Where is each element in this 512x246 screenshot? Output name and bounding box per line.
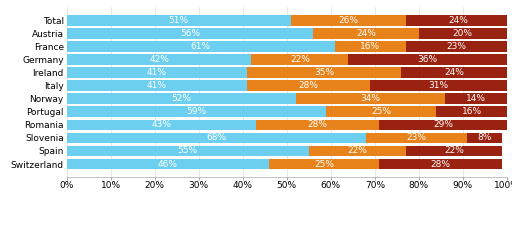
Bar xyxy=(436,107,507,117)
Bar xyxy=(67,41,335,52)
Text: 8%: 8% xyxy=(478,133,492,142)
Text: 55%: 55% xyxy=(178,147,198,155)
Text: 41%: 41% xyxy=(147,81,167,90)
Bar xyxy=(67,15,291,26)
Text: 46%: 46% xyxy=(158,160,178,169)
Text: 24%: 24% xyxy=(356,29,376,38)
Bar xyxy=(335,41,406,52)
Text: 36%: 36% xyxy=(418,55,438,64)
Text: 16%: 16% xyxy=(462,107,482,116)
Bar xyxy=(67,120,256,130)
Bar xyxy=(67,80,247,91)
Text: 26%: 26% xyxy=(338,16,358,25)
Text: 23%: 23% xyxy=(446,42,466,51)
Bar xyxy=(67,107,326,117)
Bar xyxy=(291,15,406,26)
Text: 28%: 28% xyxy=(431,160,451,169)
Bar xyxy=(309,146,406,156)
Bar xyxy=(406,146,502,156)
Text: 42%: 42% xyxy=(149,55,169,64)
Bar xyxy=(256,120,379,130)
Text: 52%: 52% xyxy=(171,94,191,103)
Bar xyxy=(247,80,370,91)
Bar xyxy=(67,93,295,104)
Bar xyxy=(370,80,507,91)
Text: 22%: 22% xyxy=(444,147,464,155)
Bar xyxy=(295,93,445,104)
Bar xyxy=(348,54,507,65)
Bar xyxy=(269,159,379,169)
Text: 68%: 68% xyxy=(206,133,226,142)
Bar xyxy=(406,15,511,26)
Text: 61%: 61% xyxy=(191,42,211,51)
Text: 35%: 35% xyxy=(314,68,334,77)
Text: 16%: 16% xyxy=(360,42,380,51)
Bar xyxy=(247,67,401,78)
Text: 20%: 20% xyxy=(453,29,473,38)
Bar xyxy=(251,54,348,65)
Text: 41%: 41% xyxy=(147,68,167,77)
Bar xyxy=(326,107,436,117)
Bar xyxy=(379,159,502,169)
Text: 25%: 25% xyxy=(371,107,391,116)
Text: 59%: 59% xyxy=(186,107,206,116)
Bar xyxy=(67,54,251,65)
Bar xyxy=(67,28,313,39)
Text: 24%: 24% xyxy=(444,68,464,77)
Text: 28%: 28% xyxy=(308,120,328,129)
Bar xyxy=(313,28,419,39)
Text: 22%: 22% xyxy=(347,147,367,155)
Bar xyxy=(445,93,507,104)
Text: 28%: 28% xyxy=(298,81,319,90)
Bar xyxy=(406,41,507,52)
Text: 22%: 22% xyxy=(290,55,310,64)
Text: 23%: 23% xyxy=(407,133,426,142)
Bar xyxy=(67,159,269,169)
Text: 51%: 51% xyxy=(169,16,189,25)
Text: 43%: 43% xyxy=(151,120,171,129)
Bar xyxy=(67,67,247,78)
Bar xyxy=(467,133,502,143)
Text: 31%: 31% xyxy=(429,81,449,90)
Bar xyxy=(379,120,507,130)
Text: 25%: 25% xyxy=(314,160,334,169)
Text: 34%: 34% xyxy=(360,94,380,103)
Text: 29%: 29% xyxy=(433,120,453,129)
Text: 14%: 14% xyxy=(466,94,486,103)
Text: 24%: 24% xyxy=(449,16,468,25)
Bar xyxy=(67,133,366,143)
Text: 56%: 56% xyxy=(180,29,200,38)
Bar xyxy=(67,146,309,156)
Bar xyxy=(419,28,507,39)
Bar xyxy=(401,67,507,78)
Bar xyxy=(366,133,467,143)
